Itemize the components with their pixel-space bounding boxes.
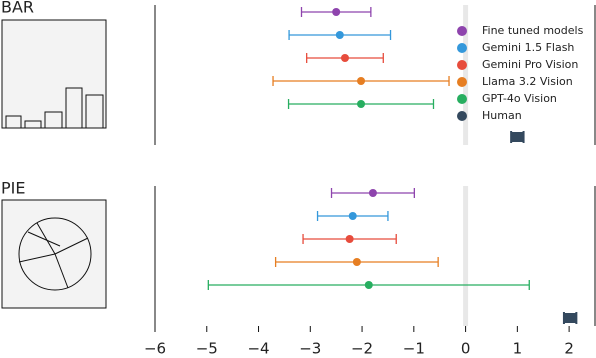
- reference-band: [463, 186, 469, 326]
- legend-label: Human: [482, 109, 522, 122]
- legend-label: Gemini Pro Vision: [482, 58, 578, 71]
- point: [357, 100, 366, 108]
- point: [345, 235, 354, 243]
- point: [364, 281, 373, 289]
- panel-title: BAR: [1, 0, 34, 17]
- bar-thumbnail: [1, 19, 107, 129]
- legend-label: Fine tuned models: [482, 24, 584, 37]
- point: [335, 31, 344, 39]
- point: [332, 8, 341, 16]
- x-tick-label: −4: [247, 340, 269, 358]
- point: [511, 132, 524, 142]
- x-tick-label: −2: [351, 340, 373, 358]
- panel-title: PIE: [1, 179, 25, 198]
- legend-marker: [457, 77, 467, 87]
- legend-label: Llama 3.2 Vision: [482, 75, 573, 88]
- point: [368, 189, 377, 197]
- legend-marker: [457, 43, 467, 53]
- point: [352, 258, 361, 266]
- x-tick-label: 1: [513, 340, 523, 358]
- reference-band: [463, 5, 469, 145]
- point: [357, 77, 366, 85]
- legend-marker: [457, 111, 467, 121]
- legend-marker: [457, 26, 467, 36]
- legend-label: Gemini 1.5 Flash: [482, 41, 574, 54]
- legend-marker: [457, 94, 467, 104]
- point: [563, 313, 577, 323]
- point: [348, 212, 357, 220]
- legend-label: GPT-4o Vision: [482, 92, 557, 105]
- x-tick-label: 2: [564, 340, 574, 358]
- x-tick-label: −3: [299, 340, 321, 358]
- x-tick-label: 0: [461, 340, 471, 358]
- x-tick-label: −5: [196, 340, 218, 358]
- x-tick-label: −1: [403, 340, 425, 358]
- x-tick-label: −6: [144, 340, 166, 358]
- point: [340, 54, 349, 62]
- legend-marker: [457, 60, 467, 70]
- pie-thumbnail: [1, 199, 107, 309]
